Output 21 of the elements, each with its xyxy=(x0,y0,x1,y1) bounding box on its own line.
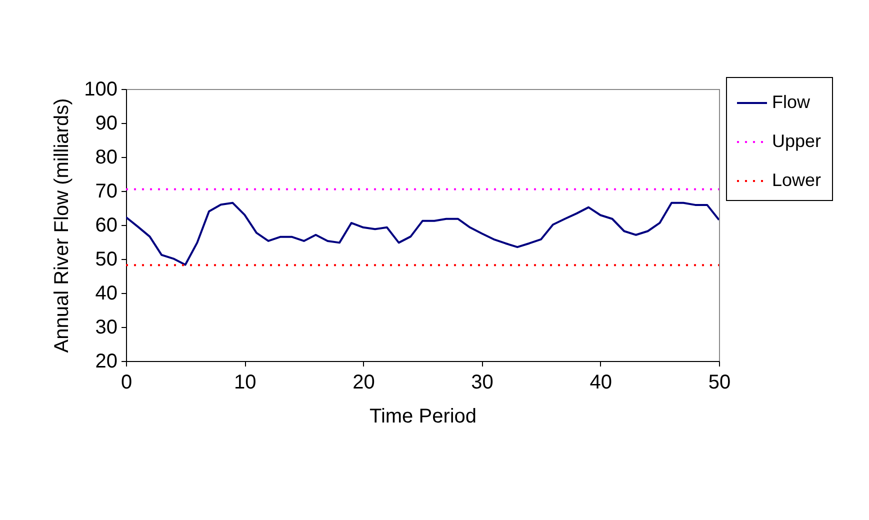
y-tick-label: 80 xyxy=(95,146,118,168)
x-tick-label: 0 xyxy=(120,372,132,394)
x-tick-label: 50 xyxy=(708,372,731,394)
y-tick-label: 100 xyxy=(84,78,118,100)
y-tick-label: 50 xyxy=(95,248,118,270)
legend-label: Upper xyxy=(772,131,822,151)
legend-label: Flow xyxy=(772,92,812,112)
x-tick-label: 40 xyxy=(590,372,612,394)
legend-label: Lower xyxy=(772,170,822,190)
line-series xyxy=(126,202,719,266)
y-tick-label: 90 xyxy=(95,112,118,134)
y-tick-label: 40 xyxy=(95,282,118,304)
x-tick-label: 30 xyxy=(471,372,494,394)
x-axis-title: Time Period xyxy=(369,406,477,428)
y-tick-label: 20 xyxy=(95,350,118,372)
y-tick-label: 70 xyxy=(95,180,118,202)
y-axis-title: Annual River Flow (milliards) xyxy=(51,98,74,353)
x-tick-label: 10 xyxy=(234,372,256,394)
x-tick-label: 20 xyxy=(352,372,375,394)
y-tick-label: 30 xyxy=(95,316,118,338)
y-tick-label: 60 xyxy=(95,214,118,236)
